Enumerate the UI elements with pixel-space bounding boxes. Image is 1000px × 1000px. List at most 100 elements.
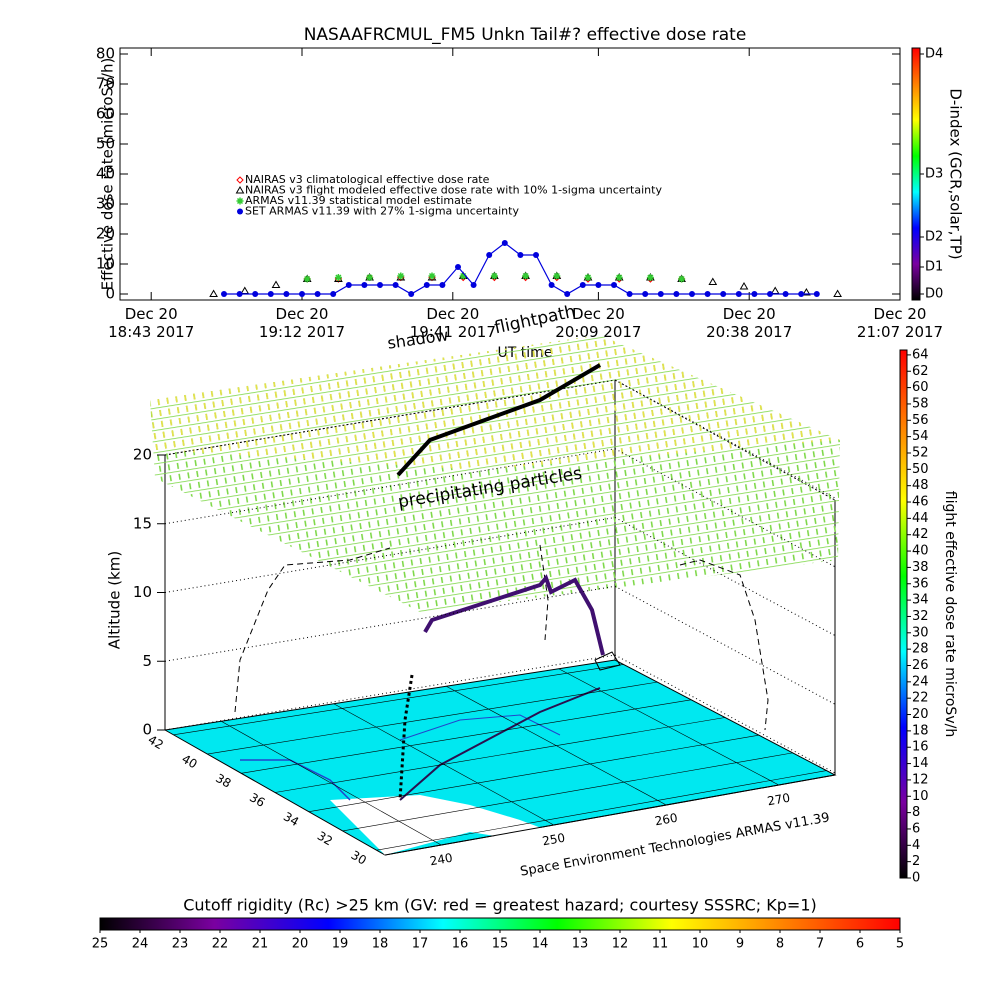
data-point	[240, 286, 250, 294]
y-tick-label: 0	[105, 285, 115, 303]
data-point	[533, 252, 539, 258]
colorbar-tick-label: 7	[816, 937, 824, 952]
colorbar-tick-label: D0	[925, 287, 943, 302]
x-tick-label: Dec 20 20:38 2017	[706, 305, 793, 341]
x-tick-label: Dec 20 19:12 2017	[258, 305, 346, 341]
colorbar-tick-label: 60	[912, 380, 929, 395]
y-tick-label: 40	[179, 752, 199, 772]
colorbar-tick-label: 19	[332, 937, 349, 952]
data-point	[236, 291, 243, 297]
data-point	[209, 289, 218, 297]
data-point	[439, 282, 446, 288]
data-point	[553, 272, 561, 280]
y-tick-label: 36	[247, 790, 267, 810]
x-tick-label: Dec 20 18:43 2017	[108, 305, 195, 341]
data-point	[689, 291, 695, 297]
grid-line	[164, 448, 616, 525]
colorbar-title: Cutoff rigidity (Rc) >25 km (GV: red = g…	[183, 896, 817, 915]
x-tick-label: 240	[429, 851, 454, 869]
legend-marker	[236, 197, 244, 205]
legend-label: SET ARMAS v11.39 with 27% 1-sigma uncert…	[245, 205, 519, 218]
data-point	[470, 282, 477, 288]
colorbar-tick-label: 48	[912, 478, 929, 493]
y-tick-label: 42	[146, 732, 166, 752]
data-point	[678, 275, 686, 283]
colorbar-tick-label: D2	[925, 230, 943, 245]
map-contour	[240, 759, 351, 801]
colorbar	[899, 349, 908, 879]
data-point	[673, 291, 680, 297]
colorbar-tick-label: 10	[692, 937, 709, 952]
legend-label: NAIRAS v3 climatological effective dose …	[245, 173, 490, 186]
y-tick-label: 80	[96, 45, 115, 63]
data-point	[708, 277, 718, 285]
data-point	[739, 282, 749, 290]
data-point	[334, 274, 342, 281]
colorbar-tick-label: 18	[372, 937, 389, 952]
data-point	[459, 272, 467, 280]
grid-line	[308, 734, 759, 813]
scene-3d	[150, 335, 840, 856]
data-point	[564, 291, 571, 297]
legend-label: ARMAS v11.39 statistical model estimate	[245, 194, 472, 207]
y-tick-label: 30	[96, 195, 115, 213]
colorbar-tick-label: 8	[776, 937, 784, 952]
data-point	[486, 252, 493, 258]
colorbar-tick-label: D4	[925, 47, 943, 62]
data-point	[802, 288, 811, 296]
x-tick-label: Dec 20 20:09 2017	[555, 305, 642, 341]
plot-frame	[119, 47, 901, 301]
colorbar-tick-label: 22	[212, 937, 229, 952]
x-tick-label: Dec 20 19:41 2017	[409, 305, 496, 341]
colorbar-tick-label: 20	[292, 937, 309, 952]
z-axis-label: Altitude (km)	[106, 551, 124, 649]
colorbar-tick-label: 16	[912, 740, 929, 755]
colorbar	[911, 47, 921, 301]
colorbar-tick-label: 42	[912, 527, 929, 542]
data-point	[299, 291, 305, 297]
shadow-path	[234, 547, 391, 713]
grid-line	[342, 752, 793, 832]
y-tick-label: 10	[96, 255, 115, 273]
data-point	[303, 275, 311, 283]
data-point	[501, 240, 508, 246]
box-edge	[384, 774, 836, 856]
colorbar-tick-label: 62	[912, 364, 929, 379]
data-point	[770, 286, 780, 294]
grid-line	[376, 770, 827, 851]
data-point	[657, 291, 664, 297]
colorbar-tick-label: 24	[132, 937, 149, 952]
data-point	[252, 291, 259, 297]
colorbar-tick-label: 18	[912, 723, 929, 738]
map-blank	[330, 795, 560, 855]
colorbar-tick-label: 10	[912, 789, 929, 804]
colorbar-tick-label: 12	[912, 772, 929, 787]
data-point	[455, 264, 461, 270]
y-tick-label: 60	[96, 105, 115, 123]
flight-path-ground	[399, 687, 601, 801]
colorbar-tick-label: 14	[912, 756, 929, 771]
x-tick-label: 260	[654, 811, 679, 829]
data-point	[377, 282, 383, 288]
data-point	[271, 280, 281, 288]
colorbar-tick-label: 52	[912, 445, 929, 460]
z-tick-label: 5	[142, 652, 152, 670]
grid-line	[614, 379, 836, 499]
colorbar-tick-label: 4	[912, 838, 920, 853]
y-tick-label: 32	[315, 829, 335, 849]
data-point	[720, 291, 727, 297]
grid-line	[221, 720, 442, 846]
colorbar-tick-label: 34	[912, 593, 929, 608]
colorbar-tick-label: 50	[912, 462, 929, 477]
colorbar-tick-label: 12	[612, 937, 629, 952]
data-point	[642, 291, 649, 297]
data-point	[408, 291, 415, 297]
z-tick-label: 20	[133, 446, 152, 464]
colorbar-tick-label: 58	[912, 396, 929, 411]
y-tick-label: 20	[96, 225, 115, 243]
data-point	[595, 282, 602, 288]
data-point	[579, 282, 586, 288]
colorbar-tick-label: 23	[172, 937, 189, 952]
